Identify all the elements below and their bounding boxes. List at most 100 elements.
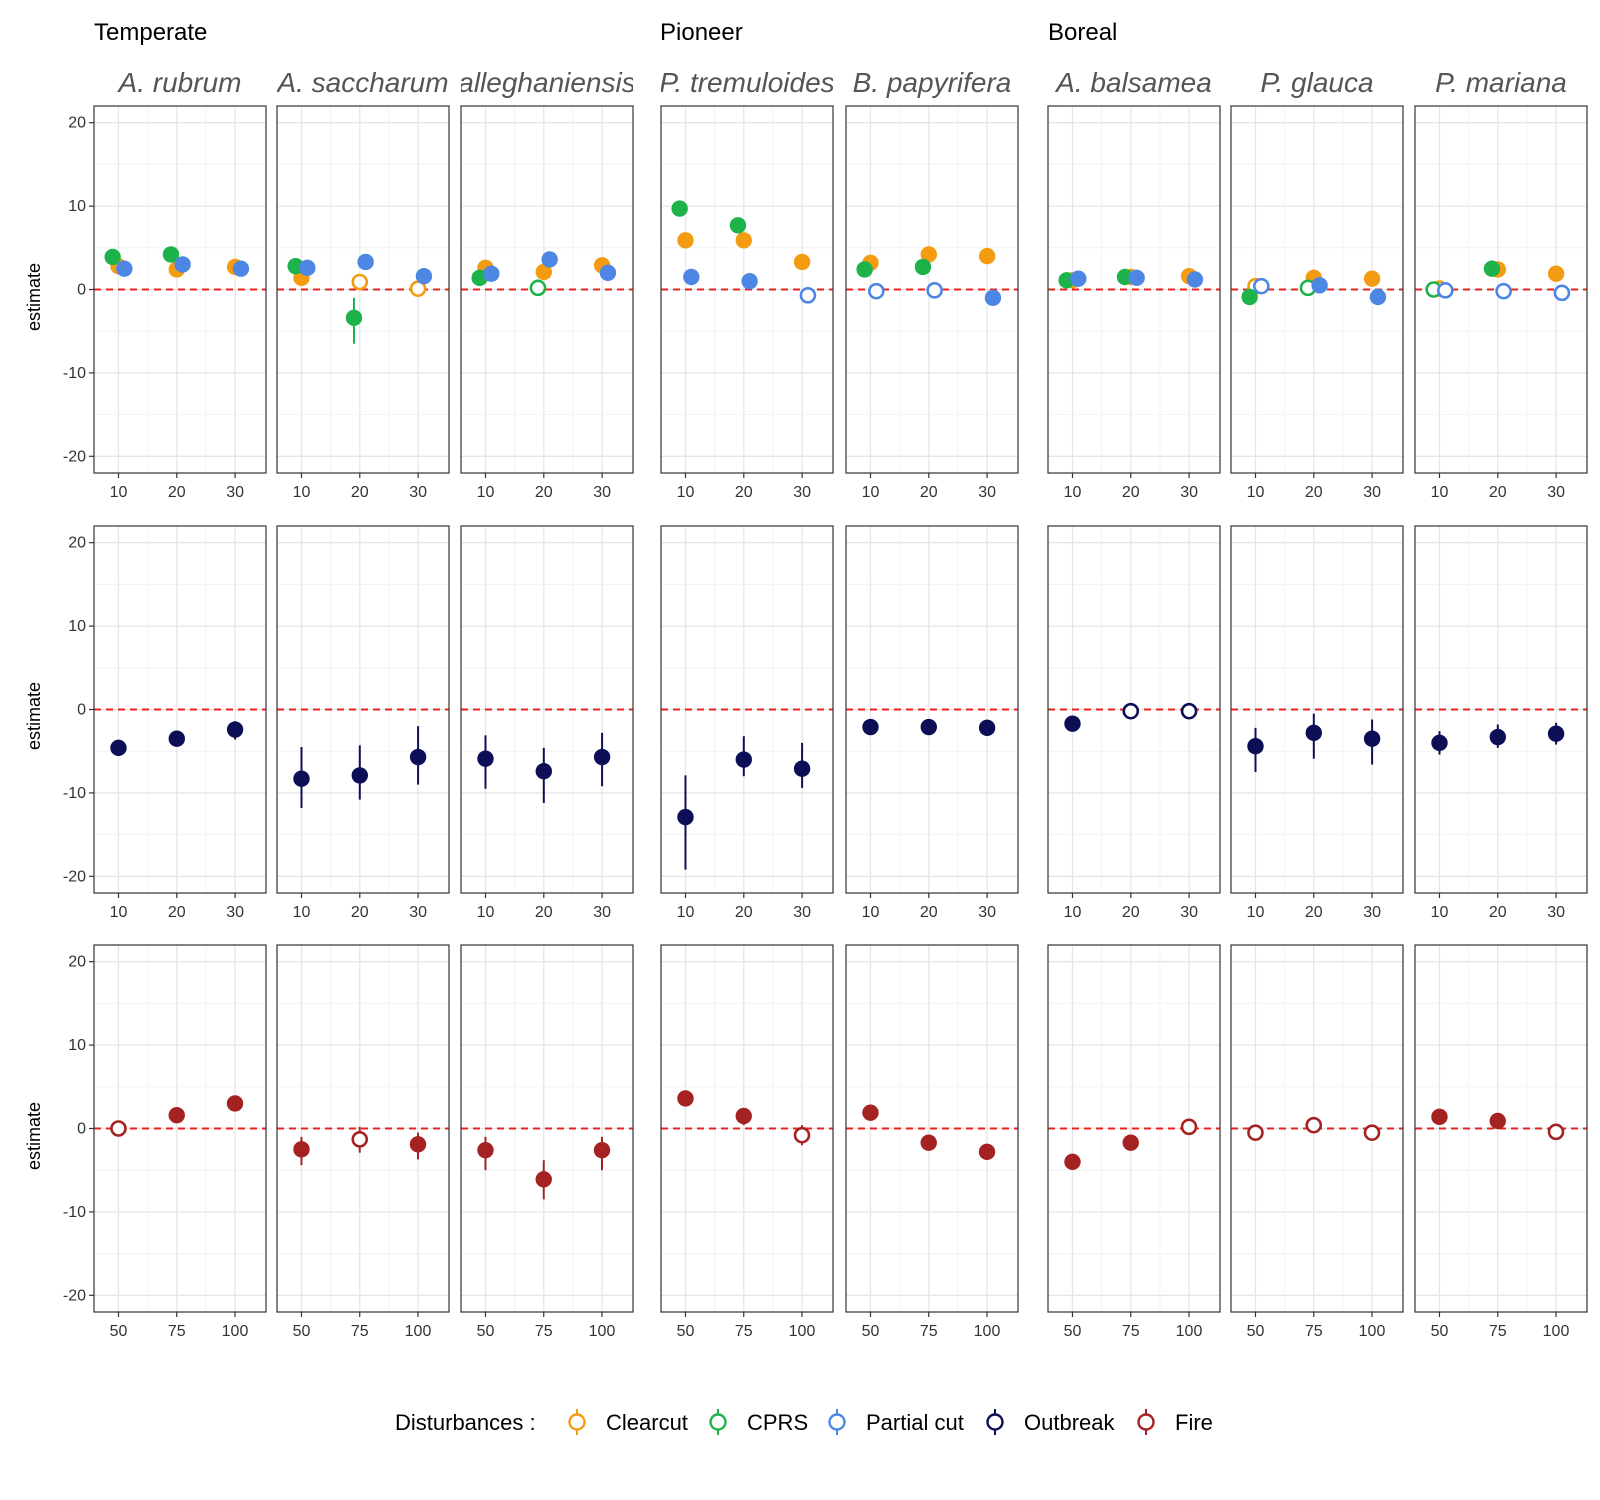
panel-p-tremuloides-row-3: 50 75 100 xyxy=(660,944,834,1340)
y-tick-label: 10 xyxy=(68,198,86,215)
point-fire xyxy=(793,1126,811,1144)
x-tick-label: 50 xyxy=(862,1323,880,1340)
point-cprs xyxy=(914,258,932,276)
y-tick-label: 0 xyxy=(77,702,86,719)
point-clearcut xyxy=(735,232,752,249)
x-tick-label: 10 xyxy=(677,484,695,501)
point-outbreak xyxy=(920,718,937,736)
point-outbreak xyxy=(1122,702,1140,720)
panel-border xyxy=(1047,105,1221,474)
point-outbreak xyxy=(1431,734,1448,752)
x-tick-label: 30 xyxy=(978,484,996,501)
x-tick-label: 100 xyxy=(789,1323,816,1340)
panel-border xyxy=(660,944,834,1313)
strip-label-b-papyrifera: B. papyrifera xyxy=(853,67,1012,98)
x-tick-label: 10 xyxy=(1431,484,1449,501)
point-partial-cut xyxy=(799,287,817,304)
panel-p-mariana-row-1: 10 20 30 xyxy=(1414,105,1588,501)
x-tick-label: 100 xyxy=(222,1323,249,1340)
point-outbreak xyxy=(793,760,811,777)
point-cprs xyxy=(104,248,121,266)
panel-border xyxy=(93,525,267,894)
point-fire xyxy=(735,1107,752,1125)
point-clearcut xyxy=(351,273,369,291)
point-outbreak xyxy=(535,763,552,780)
point-outbreak xyxy=(477,750,494,767)
strip-label-a-saccharum: A. saccharum xyxy=(275,67,448,98)
point-fire xyxy=(1247,1124,1264,1141)
x-tick-label: 100 xyxy=(1359,1323,1386,1340)
point-fire xyxy=(1122,1134,1139,1151)
x-tick-label: 10 xyxy=(1247,904,1265,921)
panel-b-papyrifera-row-3: 50 75 100 xyxy=(845,944,1019,1340)
x-tick-label: 20 xyxy=(1122,904,1140,921)
point-clearcut xyxy=(677,232,694,249)
legend-label-outbreak: Outbreak xyxy=(1024,1410,1115,1435)
point-partial-cut xyxy=(1253,277,1270,295)
point-partial-cut xyxy=(868,282,885,300)
point-fire xyxy=(1363,1124,1381,1141)
point-clearcut xyxy=(1547,265,1565,282)
point-clearcut xyxy=(978,247,996,265)
legend-item-outbreak: Outbreak xyxy=(986,1409,1115,1435)
point-fire xyxy=(409,1136,427,1153)
point-partial-cut xyxy=(541,251,558,268)
x-tick-label: 20 xyxy=(168,484,186,501)
panel-border xyxy=(1047,944,1221,1313)
x-tick-label: 50 xyxy=(677,1323,695,1340)
y-axis-label-row-2: estimate xyxy=(24,682,44,750)
x-tick-label: 10 xyxy=(862,484,880,501)
x-tick-label: 30 xyxy=(593,904,611,921)
strip-label-p-glauca: P. glauca xyxy=(1260,67,1373,98)
point-partial-cut xyxy=(599,264,617,282)
panel-border xyxy=(845,105,1019,474)
x-tick-label: 75 xyxy=(920,1323,938,1340)
x-tick-label: 20 xyxy=(168,904,186,921)
panel-b-alleghaniensis-row-3: 50 75 100 xyxy=(460,944,634,1340)
panel-a-saccharum-row-1: 10 20 30 xyxy=(276,105,450,501)
point-fire xyxy=(168,1106,185,1124)
point-outbreak xyxy=(293,770,310,787)
point-outbreak xyxy=(1064,715,1081,732)
point-partial-cut xyxy=(741,272,758,290)
panel-border xyxy=(1230,525,1404,894)
legend-item-cprs: CPRS xyxy=(709,1409,808,1435)
point-partial-cut xyxy=(1437,282,1454,299)
strip-label-a-balsamea: A. balsamea xyxy=(1054,67,1212,98)
panel-b-papyrifera-row-2: 10 20 30 xyxy=(845,525,1019,921)
x-tick-label: 10 xyxy=(477,484,495,501)
x-tick-label: 10 xyxy=(1064,484,1082,501)
x-tick-label: 75 xyxy=(1122,1323,1140,1340)
x-tick-label: 10 xyxy=(110,484,128,501)
point-cprs xyxy=(671,200,688,217)
panel-a-balsamea-row-2: 10 20 30 xyxy=(1047,525,1221,921)
point-fire xyxy=(1305,1116,1323,1134)
x-tick-label: 20 xyxy=(351,484,369,501)
panel-border xyxy=(660,525,834,894)
panel-p-tremuloides-row-1: 10 20 30 xyxy=(660,105,834,501)
group-title-pioneer: Pioneer xyxy=(660,19,743,46)
point-clearcut xyxy=(535,263,552,281)
x-tick-label: 30 xyxy=(793,904,811,921)
point-partial-cut xyxy=(1070,270,1087,287)
x-tick-label: 75 xyxy=(351,1323,369,1340)
legend-title: Disturbances : xyxy=(395,1410,536,1435)
panel-p-mariana-row-3: 50 75 100 xyxy=(1414,944,1588,1340)
panel-border xyxy=(1047,525,1221,894)
point-partial-cut xyxy=(1553,284,1571,302)
panel-a-saccharum-row-3: 50 75 100 xyxy=(276,944,450,1340)
point-fire xyxy=(110,1120,127,1137)
point-partial-cut xyxy=(232,260,250,277)
x-tick-label: 100 xyxy=(974,1323,1001,1340)
x-tick-label: 10 xyxy=(293,904,311,921)
panel-border xyxy=(1414,105,1588,474)
panel-b-alleghaniensis-row-2: 10 20 30 xyxy=(460,525,634,921)
x-tick-label: 20 xyxy=(1122,484,1140,501)
x-tick-label: 75 xyxy=(1305,1323,1323,1340)
legend-item-fire: Fire xyxy=(1137,1409,1213,1435)
point-fire xyxy=(862,1104,879,1121)
point-fire xyxy=(1431,1108,1448,1126)
x-tick-label: 10 xyxy=(862,904,880,921)
x-tick-label: 10 xyxy=(1247,484,1265,501)
